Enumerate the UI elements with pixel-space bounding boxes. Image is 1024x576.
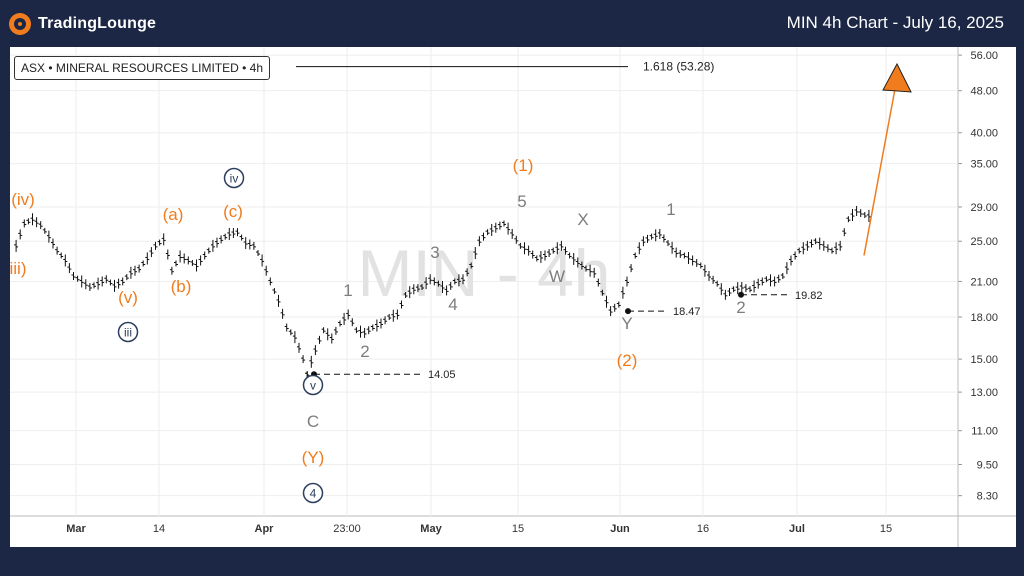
logo-icon [9,13,31,35]
wave-label: 5 [517,192,526,211]
x-tick-label: 16 [697,523,709,535]
y-tick-label: 56.00 [970,50,998,62]
y-tick-label: 35.00 [970,159,998,171]
y-tick-label: 11.00 [971,426,998,438]
wave-label: (1) [513,156,534,175]
x-tick-label: Mar [66,523,86,535]
symbol-info-box: ASX • MINERAL RESOURCES LIMITED • 4h [14,56,271,80]
brand-name: TradingLounge [38,15,157,32]
y-tick-label: 8.30 [977,491,998,503]
fib-target-label: 1.618 (53.28) [643,60,714,74]
low-level-label: 14.05 [428,369,456,381]
y-tick-label: 18.00 [970,312,998,324]
wave-label: W [549,267,565,286]
x-tick-label: Apr [255,523,275,535]
wave-label: (Y) [302,448,325,467]
projection-line [863,83,897,256]
wave-label: C [307,412,319,431]
wave-label: (iv) [11,190,35,209]
x-tick-label: Jun [610,523,630,535]
y-tick-label: 21.00 [970,276,998,288]
wave-label: (a) [163,205,184,224]
x-tick-label: 15 [880,523,892,535]
brand-logo: TradingLounge [9,12,156,36]
x-tick-label: May [420,523,442,535]
y-tick-label: 29.00 [970,202,998,214]
wave-label: 4 [448,295,457,314]
y-tick-label: 40.00 [970,128,998,140]
wave-label: Y [621,314,632,333]
low-level-label: 19.82 [795,290,823,302]
chart-watermark: MIN - 4h [357,236,610,310]
wave-label-circle [223,167,245,189]
wave-label: 2 [360,342,369,361]
wave-label: 4 [310,487,317,501]
wave-label: (v) [118,288,138,307]
projection-arrow-icon [882,62,912,93]
wave-label-circle [117,321,139,343]
wave-label: (2) [617,351,638,370]
x-tick-label: Jul [789,523,805,535]
wave-label: 1 [666,200,675,219]
wave-label: 2 [736,298,745,317]
wave-label: (b) [171,277,192,296]
wave-label: iii [124,326,132,340]
wave-label: X [577,210,588,229]
y-tick-label: 25.00 [970,236,998,248]
wave-label: (c) [223,202,243,221]
wave-label: 1 [343,281,352,300]
x-tick-label: 23:00 [333,523,361,535]
wave-label: iv [230,172,239,186]
y-tick-label: 13.00 [970,387,998,399]
header-bar: TradingLounge MIN 4h Chart - July 16, 20… [0,0,1024,46]
chart-title: MIN 4h Chart - July 16, 2025 [786,13,1004,32]
wave-label: v [310,379,316,393]
wave-label: iii) [10,259,27,278]
y-tick-label: 9.50 [977,460,998,472]
wave-label: 3 [430,243,439,262]
y-tick-label: 15.00 [970,354,998,366]
chart-area[interactable] [10,47,1016,547]
wave-label-circle [302,482,324,504]
wave-label-circle [302,374,324,396]
low-level-label: 18.47 [673,306,701,318]
y-tick-label: 48.00 [970,86,998,98]
x-tick-label: 14 [153,523,165,535]
x-tick-label: 15 [512,523,524,535]
